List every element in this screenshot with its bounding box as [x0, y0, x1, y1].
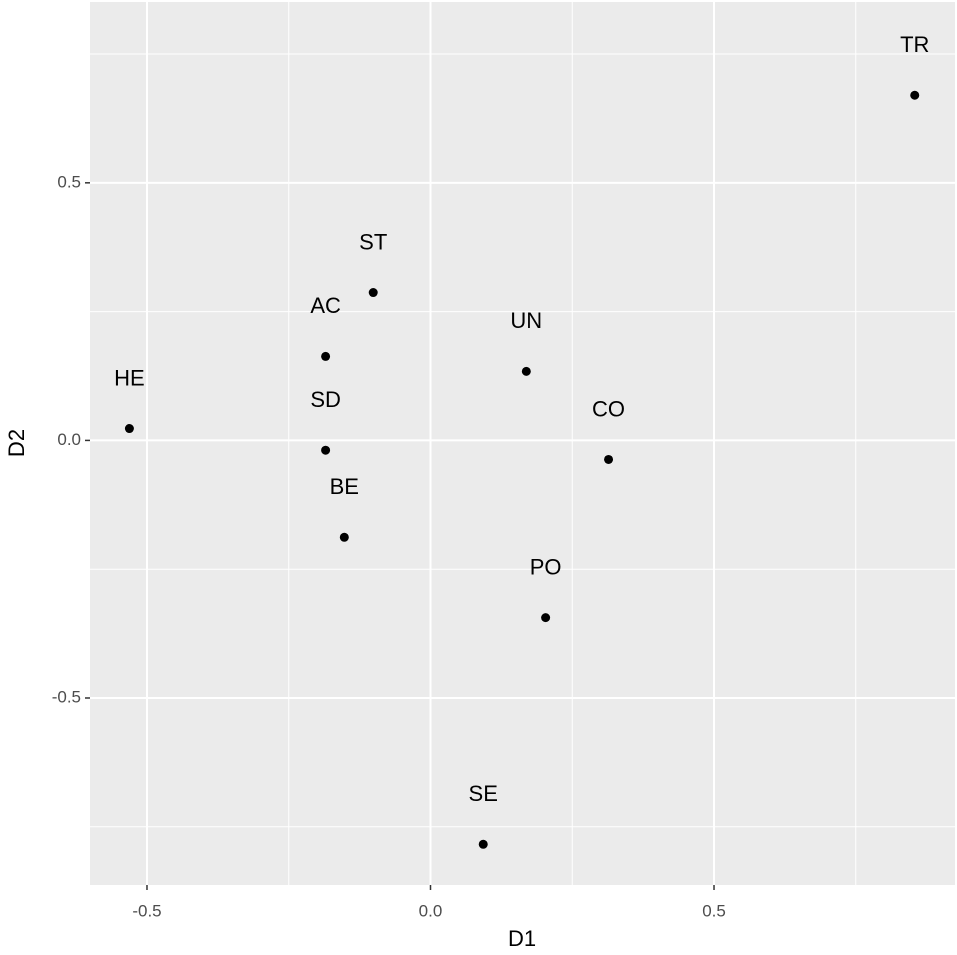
- panel: [90, 2, 955, 885]
- point-label: BE: [330, 474, 359, 499]
- point-label: UN: [510, 308, 542, 333]
- y-tick-label: -0.5: [52, 687, 81, 706]
- x-tick-label: -0.5: [132, 901, 161, 920]
- point-label: AC: [310, 293, 341, 318]
- y-tick-label: 0.5: [57, 172, 81, 191]
- y-axis-title: D2: [4, 429, 29, 457]
- x-axis-title: D1: [508, 926, 536, 951]
- point: [910, 90, 920, 100]
- point: [478, 839, 488, 849]
- x-tick-label: 0.5: [702, 901, 726, 920]
- point-label: PO: [530, 554, 562, 579]
- point: [321, 351, 331, 361]
- point-label: ST: [359, 229, 387, 254]
- point-label: CO: [592, 396, 625, 421]
- point-label: TR: [900, 32, 929, 57]
- point: [541, 613, 551, 623]
- point: [124, 424, 134, 434]
- point: [368, 288, 378, 298]
- point: [339, 532, 349, 542]
- y-tick-label: 0.0: [57, 430, 81, 449]
- point: [521, 366, 531, 376]
- point-label: HE: [114, 365, 145, 390]
- point-label: SE: [469, 781, 498, 806]
- x-tick-label: 0.0: [419, 901, 443, 920]
- point-label: SD: [310, 387, 341, 412]
- point: [321, 445, 331, 455]
- point: [604, 454, 614, 464]
